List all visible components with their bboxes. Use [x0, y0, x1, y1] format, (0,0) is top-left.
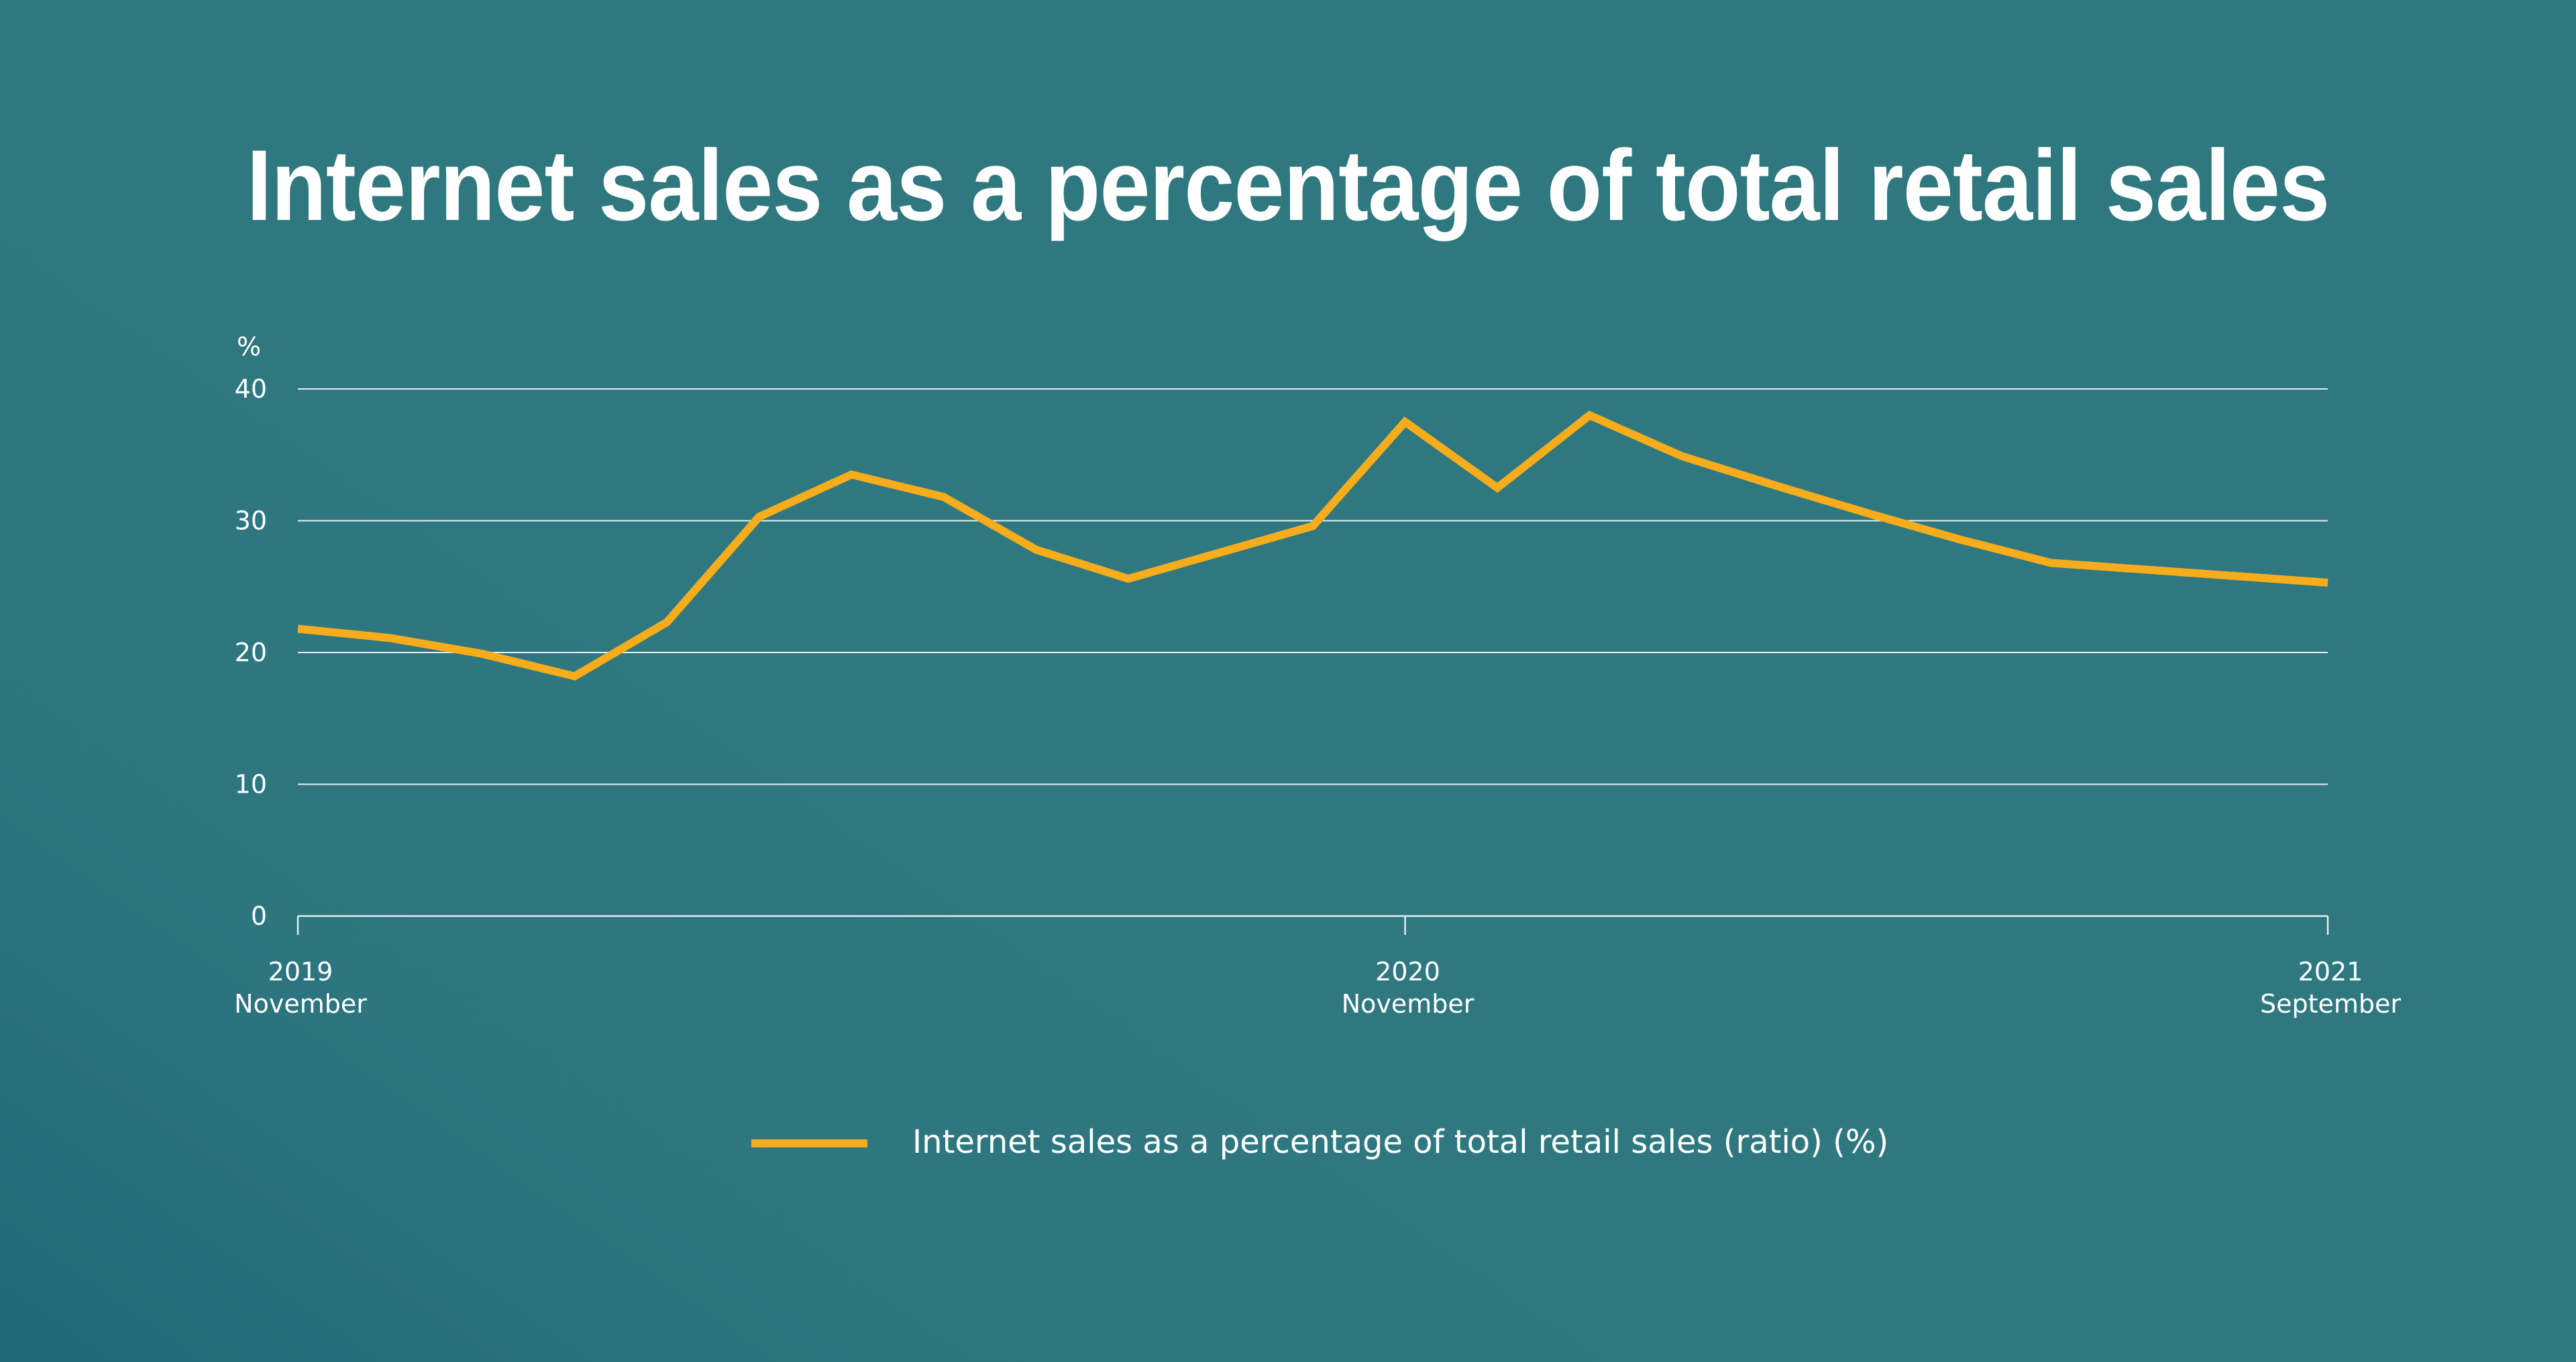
y-tick-label: 30: [235, 506, 267, 536]
x-tick-month: September: [2260, 989, 2401, 1019]
x-tick-month: November: [1342, 989, 1474, 1019]
y-tick-label: 20: [235, 638, 267, 667]
x-tick-year: 2019: [268, 957, 333, 986]
series-line: [297, 410, 2328, 681]
x-tick-year: 2020: [1375, 957, 1440, 986]
x-axis-ticks: 2019 November 2020 November 2021 September: [234, 916, 2401, 1019]
y-tick-label: 40: [235, 374, 267, 404]
y-tick-label: 10: [235, 770, 267, 799]
x-tick-year: 2021: [2298, 957, 2363, 986]
y-tick-label: 0: [251, 901, 267, 931]
gridlines: [298, 388, 2328, 917]
legend-label: Internet sales as a percentage of total …: [912, 1123, 1888, 1161]
axes: % 0 10 20 30 40: [235, 332, 267, 931]
x-tick-month: November: [234, 989, 367, 1019]
chart-title: Internet sales as a percentage of total …: [246, 129, 2330, 241]
series-lines: [297, 410, 2328, 681]
y-unit-label: %: [237, 332, 261, 361]
legend: Internet sales as a percentage of total …: [751, 1123, 1888, 1161]
